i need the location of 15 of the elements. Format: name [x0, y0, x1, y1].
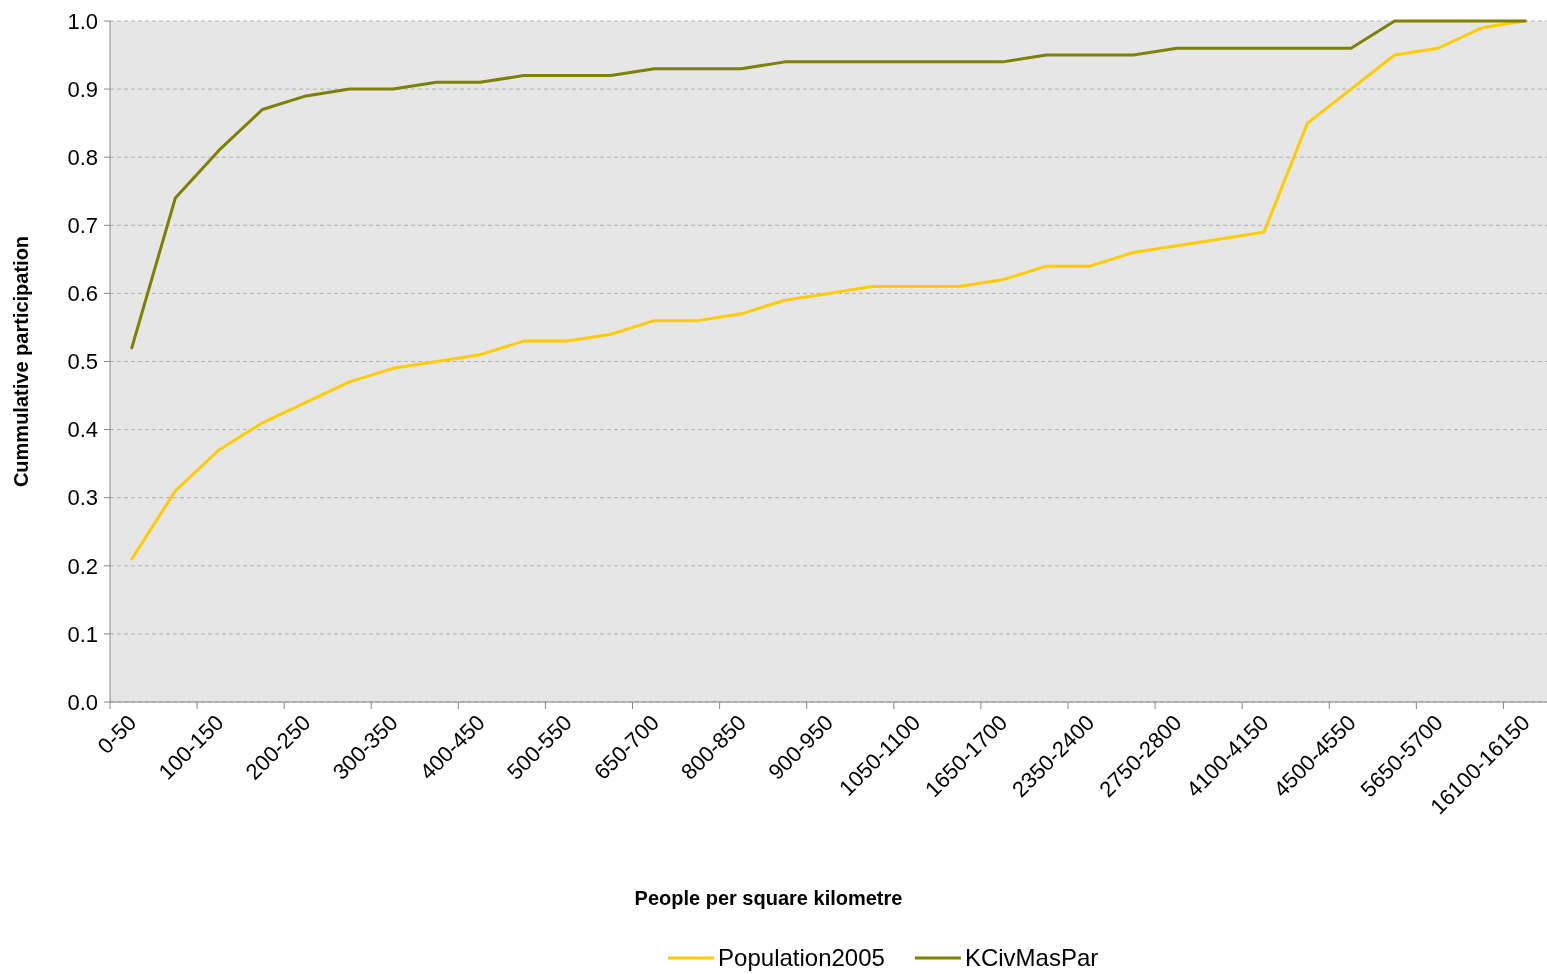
y-tick-label: 0.4 — [67, 417, 98, 443]
y-tick-label: 0.8 — [67, 144, 98, 170]
y-tick-label: 0.5 — [67, 349, 98, 375]
legend-label: Population2005 — [718, 944, 885, 972]
y-tick-label: 0.6 — [67, 281, 98, 307]
y-tick-label: 0.9 — [67, 76, 98, 102]
y-tick-label: 1.0 — [67, 8, 98, 34]
y-tick-label: 0.3 — [67, 485, 98, 511]
line-series — [130, 19, 1527, 350]
x-axis-title: People per square kilometre — [634, 887, 903, 909]
y-axis-title: Cummulative participation — [10, 235, 32, 488]
y-tick-label: 0.7 — [67, 213, 98, 238]
y-tick-label: 0.1 — [67, 621, 98, 647]
legend-label: KCivMasPar — [964, 944, 1099, 972]
y-tick-label: 0.2 — [67, 553, 98, 579]
